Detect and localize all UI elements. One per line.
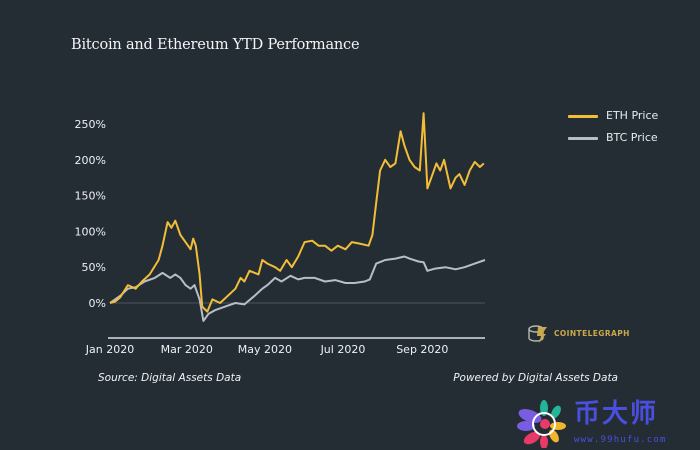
x-tick-label: May 2020 <box>238 343 292 356</box>
series-line-btc <box>109 255 486 322</box>
source-note: Source: Digital Assets Data <box>98 372 242 384</box>
y-tick-label: 150% <box>75 190 106 203</box>
cointelegraph-text: COINTELEGRAPH <box>554 329 630 338</box>
y-tick-label: 0% <box>89 297 106 310</box>
watermark-flower-icon <box>517 400 566 448</box>
chart-title: Bitcoin and Ethereum YTD Performance <box>71 37 360 53</box>
x-tick-label: Jul 2020 <box>320 343 366 356</box>
watermark-url: www.99hufu.com <box>574 435 667 445</box>
legend-item-btc[interactable]: BTC Price <box>568 127 658 149</box>
y-tick-label: 50% <box>82 261 106 274</box>
series-group <box>109 112 486 322</box>
legend-swatch-eth <box>568 114 598 118</box>
watermark-textbox: 币大师 www.99hufu.com <box>574 398 667 446</box>
legend-item-eth[interactable]: ETH Price <box>568 105 658 127</box>
y-tick-label: 100% <box>75 225 106 238</box>
series-line-eth <box>109 112 485 313</box>
y-axis-ticks: 0% 50% 100% 150% 200% 250% <box>75 118 106 310</box>
x-tick-label: Mar 2020 <box>161 343 213 356</box>
legend: ETH Price BTC Price <box>568 105 658 149</box>
powered-by-note: Powered by Digital Assets Data <box>453 372 618 384</box>
x-tick-label: Sep 2020 <box>396 343 448 356</box>
x-tick-label: Jan 2020 <box>85 343 134 356</box>
cointelegraph-icon <box>528 325 547 343</box>
legend-label-btc: BTC Price <box>606 131 658 144</box>
legend-swatch-btc <box>568 136 598 140</box>
watermark: 币大师 www.99hufu.com <box>512 398 700 450</box>
watermark-text: 币大师 <box>574 399 659 429</box>
x-axis-ticks: Jan 2020 Mar 2020 May 2020 Jul 2020 Sep 2020 <box>85 343 449 356</box>
legend-label-eth: ETH Price <box>606 109 659 122</box>
cointelegraph-logo: COINTELEGRAPH <box>528 324 630 344</box>
y-tick-label: 200% <box>75 154 106 167</box>
y-tick-label: 250% <box>75 118 106 131</box>
